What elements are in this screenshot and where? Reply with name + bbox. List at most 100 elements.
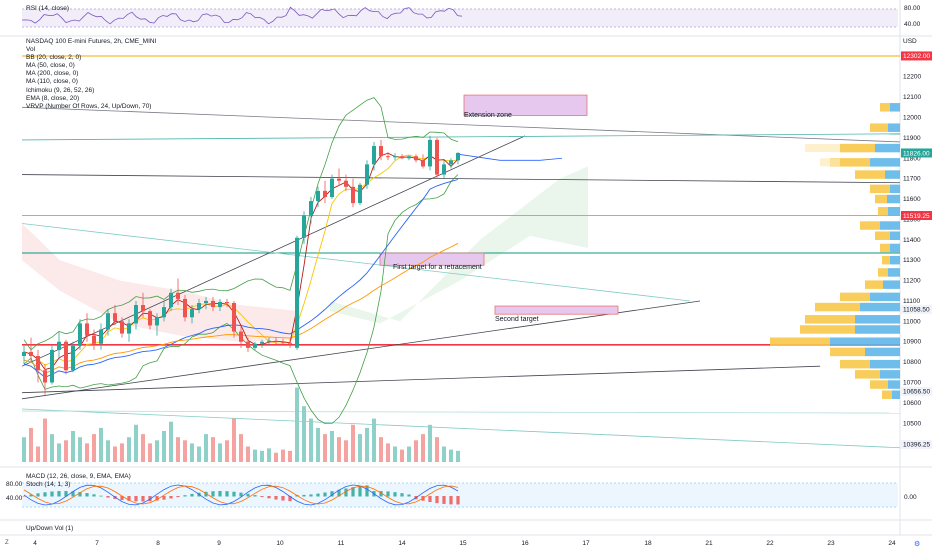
indicator-bb[interactable]: BB (20, close, 2, 0) (26, 54, 82, 62)
trend-line (21, 174, 901, 184)
trend-line (21, 365, 821, 394)
volume-bar (106, 440, 110, 462)
macd-histogram-bar (176, 496, 180, 498)
macd-histogram-bar (351, 487, 355, 497)
macd-histogram-bar (64, 491, 68, 497)
rsi-band (22, 9, 898, 27)
x-tick-label: 10 (276, 540, 284, 547)
x-tick-label: 22 (766, 540, 774, 547)
macd-histogram-bar (29, 494, 33, 497)
stoch-band (22, 483, 898, 507)
macd-histogram-bar (386, 491, 390, 497)
vrvp-down-bar (830, 347, 865, 357)
vrvp-up-bar (830, 337, 900, 346)
y-tick-label: 12000 (903, 115, 921, 122)
x-tick-label: 8 (156, 540, 160, 547)
vrvp-down-bar (870, 123, 888, 132)
vrvp-down-bar (878, 207, 888, 216)
macd-histogram-bar (78, 492, 82, 497)
volume-bar (344, 440, 348, 462)
candle-body (211, 300, 215, 308)
macd-histogram-bar (260, 496, 264, 497)
candle-body (36, 356, 40, 371)
candle-body (64, 341, 68, 371)
vrvp-up-bar (880, 370, 900, 379)
vrvp-up-bar (890, 231, 900, 240)
zoom-tool-icon[interactable]: Z (5, 540, 9, 546)
indicator-ma200[interactable]: MA (200, close, 0) (26, 70, 79, 78)
y-tick-label: 11400 (903, 237, 921, 244)
vrvp-up-bar (888, 207, 900, 216)
candle-body (351, 186, 355, 204)
volume-bar (379, 437, 383, 462)
macd-histogram-bar (85, 493, 89, 497)
first-target-label: First target for a retracement (393, 264, 482, 271)
indicator-vol[interactable]: Vol (26, 46, 36, 54)
trend-line (21, 300, 701, 400)
macd-histogram-bar (134, 496, 138, 502)
vrvp-ghost-bar (805, 144, 840, 153)
macd-histogram-bar (365, 485, 369, 497)
price-label: 11826.00 (903, 150, 930, 157)
macd-histogram-bar (449, 496, 453, 505)
settings-gear-icon[interactable]: ⚙ (914, 541, 921, 548)
ma-projection-line (457, 153, 563, 161)
volume-bar (134, 424, 138, 462)
volume-bar (267, 448, 271, 462)
indicator-ma50[interactable]: MA (50, close, 0) (26, 62, 75, 70)
vrvp-down-bar (875, 231, 890, 240)
vrvp-down-bar (870, 184, 890, 194)
price-label-bg (901, 304, 932, 314)
macd-histogram-bar (204, 491, 208, 497)
macd-histogram-bar (106, 496, 110, 498)
vrvp-down-bar (770, 337, 830, 346)
candle-body (274, 340, 278, 342)
macd-histogram-bar (330, 491, 334, 497)
candle-body (253, 343, 257, 348)
candle-body (281, 341, 285, 343)
candle-body (78, 323, 82, 346)
volume-bar (120, 443, 124, 462)
macd-histogram-bar (400, 493, 404, 497)
volume-bar (64, 440, 68, 462)
macd-histogram-bar (43, 492, 47, 497)
updown-vol-label[interactable]: Up/Down Vol (1) (26, 525, 74, 532)
vrvp-down-bar (878, 268, 888, 277)
first-target-box (379, 252, 485, 266)
x-tick-label: 24 (888, 540, 896, 547)
candle-body (162, 307, 166, 318)
volume-bar (358, 434, 362, 462)
vrvp-down-bar (855, 170, 885, 179)
volume-bar (211, 437, 215, 462)
stoch-label[interactable]: Stoch (14, 1, 3) (26, 481, 71, 488)
y-tick-label: 11200 (903, 278, 921, 285)
volume-bar (281, 449, 285, 462)
candle-body (358, 184, 362, 204)
indicator-vrvp[interactable]: VRVP (Number Of Rows, 24, Up/Down, 70) (26, 102, 152, 110)
macd-histogram-bar (127, 496, 131, 501)
macd-histogram-bar (50, 491, 54, 497)
candle-body (29, 351, 33, 356)
indicator-ema[interactable]: EMA (8, close, 20) (26, 94, 80, 102)
indicator-ichimoku[interactable]: Ichimoku (9, 26, 52, 26) (26, 86, 95, 94)
price-label-bg (901, 439, 932, 449)
macd-label[interactable]: MACD (12, 26, close, 9, EMA, EMA) (26, 473, 131, 480)
candle-body (113, 313, 117, 322)
trend-line (21, 133, 901, 141)
indicator-ma110[interactable]: MA (110, close, 0) (26, 78, 78, 86)
macd-histogram-bar (183, 495, 187, 497)
candle-body (225, 301, 229, 303)
y-tick-label: 11300 (903, 257, 921, 264)
macd-histogram-bar (92, 494, 96, 497)
volume-bar (50, 434, 54, 462)
macd-histogram-bar (309, 494, 313, 497)
macd-histogram-bar (281, 496, 285, 501)
candle-body (365, 164, 369, 185)
price-label-bg (901, 51, 932, 61)
volume-bar (323, 434, 327, 462)
candle-body (239, 331, 243, 342)
x-tick-label: 11 (338, 540, 345, 547)
volume-bar (218, 443, 222, 462)
vrvp-down-bar (870, 380, 888, 389)
